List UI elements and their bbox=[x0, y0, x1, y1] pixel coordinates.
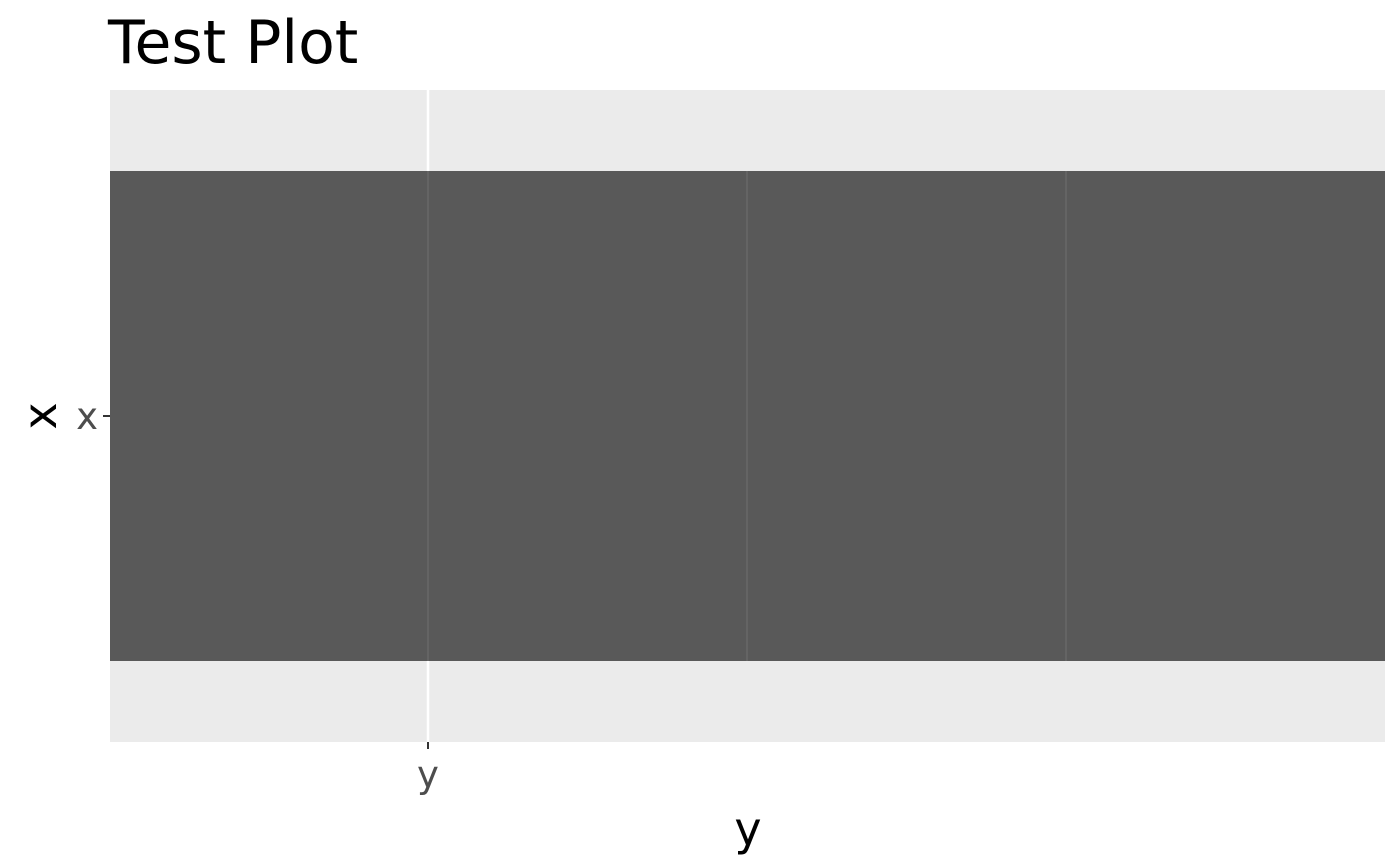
y-tick-label: x bbox=[76, 395, 98, 438]
bar-segment bbox=[428, 171, 747, 661]
tick-layer: yx bbox=[76, 395, 439, 796]
bar-layer bbox=[110, 171, 1385, 661]
x-tick-label: y bbox=[417, 753, 439, 796]
x-axis-title: y bbox=[734, 802, 761, 856]
bar-segment bbox=[1066, 171, 1385, 661]
chart-title: Test Plot bbox=[107, 8, 358, 78]
bar-segment bbox=[110, 171, 428, 661]
bar-segment bbox=[747, 171, 1066, 661]
y-axis-title: x bbox=[13, 402, 67, 429]
